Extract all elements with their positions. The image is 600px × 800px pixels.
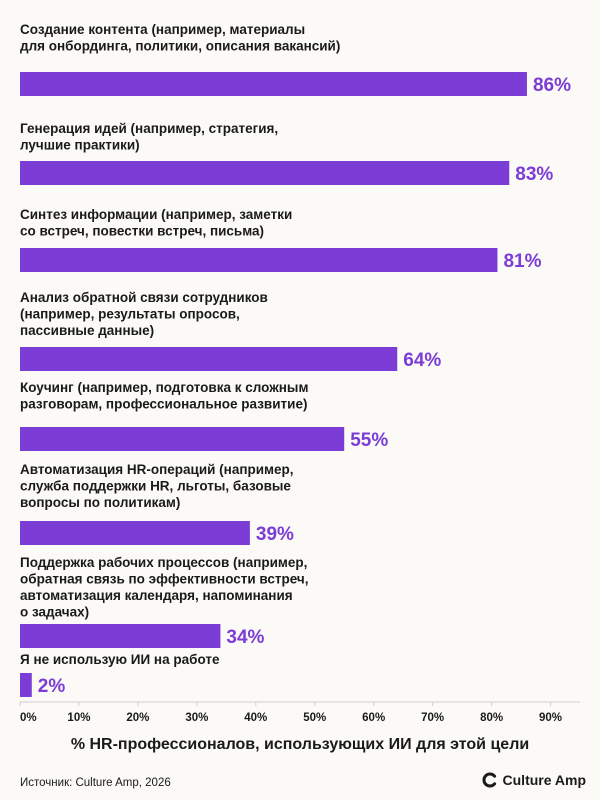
category-label-line: автоматизация календаря, напоминания [20, 588, 293, 603]
x-tick-label: 0% [20, 712, 37, 724]
bar [20, 624, 221, 648]
category-label-line: вопросы по политикам) [20, 495, 180, 510]
category-label-line: Анализ обратной связи сотрудников [20, 290, 268, 305]
source-note: Источник: Culture Amp, 2026 [20, 777, 171, 789]
x-tick-label: 40% [244, 712, 267, 724]
category-label-line: о задачах) [20, 605, 89, 620]
bar [20, 673, 32, 697]
bar [20, 427, 345, 451]
category-label-line: пассивные данные) [20, 323, 154, 338]
value-label: 55% [350, 430, 388, 451]
value-label: 34% [226, 627, 264, 648]
brand-name: Culture Amp [502, 772, 586, 788]
bar [20, 161, 510, 185]
x-tick-label: 20% [126, 712, 149, 724]
category-label-line: обратная связь по эффективности встреч, [20, 572, 309, 587]
x-tick-label: 10% [67, 712, 90, 724]
category-label-line: (например, результаты опросов, [20, 307, 240, 322]
x-tick-label: 90% [539, 712, 562, 724]
bar [20, 248, 498, 272]
category-label: Я не использую ИИ на работе [20, 652, 220, 667]
x-tick-label: 70% [421, 712, 444, 724]
brand-logo: Culture Amp [482, 772, 586, 788]
value-label: 83% [515, 164, 553, 185]
category-label-line: служба поддержки HR, льготы, базовые [20, 479, 291, 494]
x-tick-label: 60% [362, 712, 385, 724]
category-label: Автоматизация HR-операций (например, служ… [20, 462, 294, 510]
value-label: 81% [503, 251, 541, 272]
category-label: Анализ обратной связи сотрудников (наприм… [20, 290, 268, 338]
category-label-line: Синтез информации (например, заметки [20, 207, 292, 222]
bar [20, 521, 250, 545]
category-label-line: лучшие практики) [20, 138, 140, 153]
value-label: 39% [256, 524, 294, 545]
x-tick-label: 80% [480, 712, 503, 724]
category-label: Поддержка рабочих процессов (например, об… [20, 555, 309, 620]
x-axis-title: % HR-профессионалов, использующих ИИ для… [70, 736, 530, 753]
category-label: Коучинг (например, подготовка к сложным р… [20, 380, 308, 412]
category-label: Генерация идей (например, стратегия, лучш… [20, 121, 278, 153]
category-label-line: для онбординга, политики, описания вакан… [20, 39, 340, 54]
bar [20, 72, 527, 96]
category-label-line: Автоматизация HR-операций (например, [20, 462, 294, 477]
value-label: 86% [533, 75, 571, 96]
value-label: 64% [403, 350, 441, 371]
x-tick-label: 50% [303, 712, 326, 724]
category-label-line: Поддержка рабочих процессов (например, [20, 555, 307, 570]
category-label: Синтез информации (например, заметки со в… [20, 207, 292, 239]
category-label: Создание контента (например, материалы дл… [20, 22, 340, 54]
x-tick-label: 30% [185, 712, 208, 724]
bar [20, 347, 398, 371]
category-label-line: со встреч, повестки встреч, письма) [20, 224, 264, 239]
culture-amp-logo-icon [482, 772, 496, 788]
category-label-line: разговорам, профессиональное развитие) [20, 397, 307, 412]
category-label-line: Коучинг (например, подготовка к сложным [20, 380, 308, 395]
category-label-line: Я не использую ИИ на работе [20, 652, 220, 667]
category-label-line: Создание контента (например, материалы [20, 22, 305, 37]
category-label-line: Генерация идей (например, стратегия, [20, 121, 278, 136]
value-label: 2% [38, 676, 66, 697]
